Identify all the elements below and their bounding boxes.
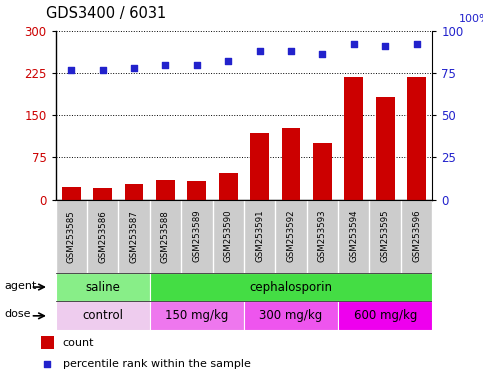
Bar <box>93 189 112 200</box>
Point <box>130 65 138 71</box>
Bar <box>56 273 150 301</box>
Bar <box>244 301 338 330</box>
Bar <box>187 180 206 200</box>
Bar <box>62 187 81 200</box>
Point <box>68 66 75 73</box>
Text: control: control <box>82 310 123 322</box>
Text: 150 mg/kg: 150 mg/kg <box>165 310 228 322</box>
Point <box>319 51 327 58</box>
Bar <box>376 97 395 200</box>
Text: GSM253592: GSM253592 <box>286 210 296 263</box>
Bar <box>344 77 363 200</box>
Text: GSM253590: GSM253590 <box>224 210 233 263</box>
Text: GSM253589: GSM253589 <box>192 210 201 263</box>
Text: saline: saline <box>85 281 120 293</box>
Text: GSM253586: GSM253586 <box>98 210 107 263</box>
Text: agent: agent <box>4 281 37 291</box>
Text: GSM253596: GSM253596 <box>412 210 421 263</box>
Bar <box>150 273 432 301</box>
Text: GSM253595: GSM253595 <box>381 210 390 263</box>
Text: GSM253591: GSM253591 <box>255 210 264 263</box>
Bar <box>156 180 175 200</box>
Bar <box>56 301 150 330</box>
Bar <box>250 133 269 200</box>
Bar <box>125 184 143 200</box>
Point <box>256 48 264 54</box>
Text: GSM253594: GSM253594 <box>349 210 358 263</box>
Bar <box>313 143 332 200</box>
Text: count: count <box>63 338 94 348</box>
Bar <box>41 336 54 349</box>
Bar <box>338 301 432 330</box>
Text: cephalosporin: cephalosporin <box>250 281 332 293</box>
Bar <box>219 173 238 200</box>
Point <box>382 43 389 49</box>
Text: percentile rank within the sample: percentile rank within the sample <box>63 359 251 369</box>
Point <box>193 61 201 68</box>
Point <box>99 66 107 73</box>
Text: 100%: 100% <box>459 14 483 24</box>
Text: GSM253585: GSM253585 <box>67 210 76 263</box>
Text: 300 mg/kg: 300 mg/kg <box>259 310 323 322</box>
Point <box>412 41 420 47</box>
Point <box>43 361 51 367</box>
Text: dose: dose <box>4 310 31 319</box>
Bar <box>407 77 426 200</box>
Point <box>224 58 232 64</box>
Point <box>287 48 295 54</box>
Text: 600 mg/kg: 600 mg/kg <box>354 310 417 322</box>
Point <box>350 41 357 47</box>
Bar <box>282 127 300 200</box>
Point <box>161 61 170 68</box>
Text: GDS3400 / 6031: GDS3400 / 6031 <box>46 6 166 21</box>
Text: GSM253588: GSM253588 <box>161 210 170 263</box>
Text: GSM253587: GSM253587 <box>129 210 139 263</box>
Text: GSM253593: GSM253593 <box>318 210 327 263</box>
Bar <box>150 301 244 330</box>
